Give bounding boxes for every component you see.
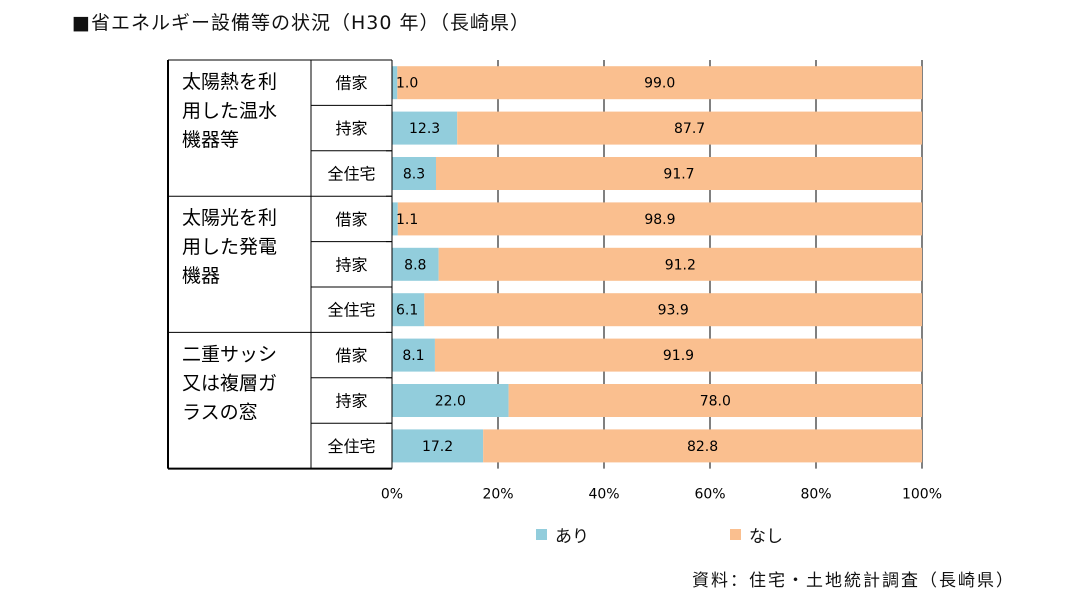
bar-nashi: [434, 338, 922, 372]
legend-label-nashi: なし: [749, 527, 783, 547]
group-label: 用した発電: [182, 236, 277, 258]
data-label-ari: 17.2: [422, 439, 453, 455]
category-label: 持家: [335, 392, 367, 411]
data-label-nashi: 91.2: [665, 257, 696, 273]
category-label: 借家: [335, 74, 367, 93]
bar-ari: [392, 157, 436, 190]
bar-nashi: [438, 247, 922, 281]
legend-item-ari: あり: [536, 522, 589, 547]
category-label: 全住宅: [327, 301, 375, 320]
category-label: 全住宅: [327, 165, 375, 184]
category-label: 借家: [335, 210, 367, 229]
bar-ari: [392, 384, 509, 417]
bar-ari: [392, 293, 425, 327]
x-tick-label: 60%: [694, 487, 725, 503]
bar-ari: [392, 111, 458, 145]
data-label-nashi: 91.7: [663, 167, 694, 183]
bar-nashi: [457, 111, 922, 145]
data-label-ari: 1.0: [396, 76, 418, 92]
data-label-nashi: 91.9: [663, 348, 694, 364]
data-label-ari: 8.3: [403, 167, 425, 183]
category-label: 借家: [335, 346, 367, 365]
source-note: 資料：住宅・土地統計調査（長崎県）: [692, 571, 1015, 591]
group-label: 用した温水: [182, 100, 277, 122]
bar-ari: [392, 202, 398, 236]
bar-nashi: [508, 384, 922, 417]
legend-swatch-ari: [536, 529, 547, 540]
bar-ari: [392, 247, 439, 281]
x-tick-label: 40%: [588, 487, 619, 503]
data-label-ari: 8.8: [404, 257, 426, 273]
data-label-ari: 6.1: [396, 303, 418, 319]
data-label-nashi: 93.9: [658, 303, 689, 319]
bar-nashi: [435, 157, 922, 190]
legend-label-ari: あり: [555, 527, 589, 547]
legend-swatch-nashi: [730, 529, 741, 540]
x-tick-label: 100%: [902, 487, 942, 503]
group-label: 又は複層ガ: [182, 372, 277, 394]
chart-title: ■省エネルギー設備等の状況（H30 年）（長崎県）: [72, 12, 530, 34]
x-tick-label: 80%: [800, 487, 831, 503]
group-label: 太陽熱を利: [182, 71, 277, 93]
group-label: 機器: [182, 265, 220, 287]
group-label: ラスの窓: [182, 401, 258, 423]
data-label-nashi: 99.0: [644, 76, 675, 92]
bar-nashi: [397, 202, 923, 236]
bar-ari: [392, 338, 435, 372]
group-label: 二重サッシ: [182, 343, 277, 365]
group-label: 太陽光を利: [182, 207, 277, 229]
data-label-nashi: 87.7: [674, 121, 705, 137]
group-label: 機器等: [182, 129, 239, 151]
bar-nashi: [397, 66, 922, 100]
category-label: 持家: [335, 255, 367, 274]
data-label-nashi: 98.9: [644, 212, 675, 228]
data-label-ari: 8.1: [402, 348, 424, 364]
bar-ari: [392, 66, 398, 100]
data-label-nashi: 78.0: [700, 394, 731, 410]
bar-ari: [392, 429, 484, 463]
bar-nashi: [424, 293, 922, 327]
category-label: 持家: [335, 119, 367, 138]
legend-item-nashi: なし: [730, 522, 783, 547]
data-label-nashi: 82.8: [687, 439, 718, 455]
x-tick-label: 0%: [381, 487, 403, 503]
data-label-ari: 12.3: [409, 121, 440, 137]
data-label-ari: 1.1: [396, 212, 418, 228]
bar-nashi: [483, 429, 922, 463]
category-label: 全住宅: [327, 437, 375, 456]
x-tick-label: 20%: [482, 487, 513, 503]
data-label-ari: 22.0: [435, 394, 466, 410]
